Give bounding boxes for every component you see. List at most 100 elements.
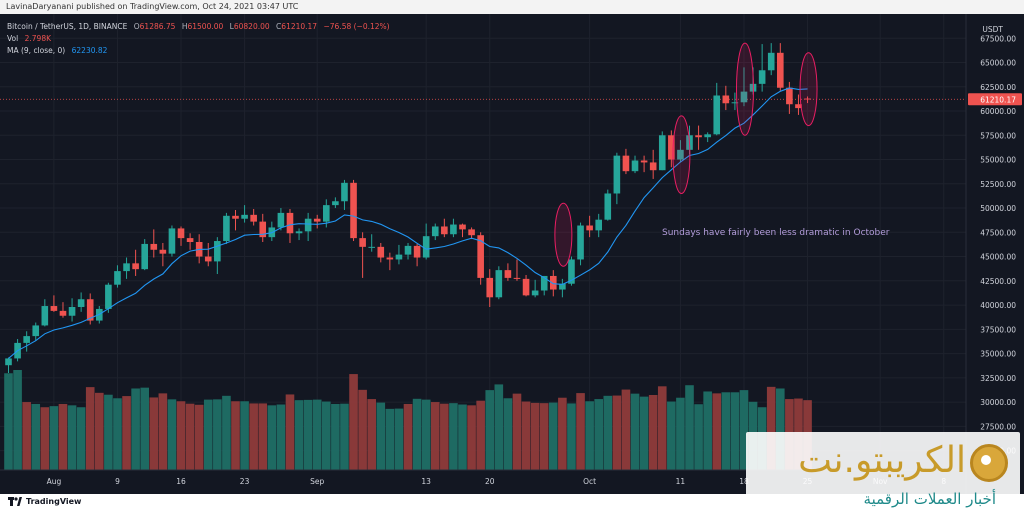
x-tick-label: 9 xyxy=(115,477,120,486)
legend-l-label: L xyxy=(229,22,234,31)
volume-bar xyxy=(376,402,386,470)
candle xyxy=(241,205,248,223)
candle xyxy=(677,140,684,163)
volume-bar xyxy=(22,402,31,470)
candle xyxy=(431,223,439,241)
volume-bar xyxy=(449,403,458,470)
candle xyxy=(713,82,721,136)
volume-bar xyxy=(721,392,731,470)
candle-body xyxy=(232,215,239,219)
chart-panel[interactable]: Sundays have fairly been less dramatic i… xyxy=(0,14,1024,494)
volume-bar xyxy=(639,396,649,470)
candle-body xyxy=(368,246,375,248)
volume-bar xyxy=(113,398,122,470)
candle xyxy=(495,266,503,300)
candle-body xyxy=(132,263,139,270)
volume-bar xyxy=(657,386,667,470)
candle-body xyxy=(204,256,212,262)
volume-bar xyxy=(203,399,213,470)
candle xyxy=(704,132,711,143)
candle xyxy=(722,85,730,111)
volume-bar xyxy=(258,403,268,470)
x-tick-label: Sep xyxy=(310,477,324,486)
volume-bar xyxy=(240,401,249,470)
price-chart[interactable]: Sundays have fairly been less dramatic i… xyxy=(0,14,1024,494)
candle-body xyxy=(767,52,775,71)
candle xyxy=(386,252,394,271)
candle xyxy=(77,292,85,312)
annotation-ellipse xyxy=(799,52,818,127)
volume-bar xyxy=(140,387,149,470)
volume-bar xyxy=(331,403,340,470)
watermark-tagline: أخبار العملات الرقمية xyxy=(863,490,996,508)
x-tick-label: 18 xyxy=(739,477,749,486)
candle-body xyxy=(23,336,30,343)
candle-body xyxy=(704,134,711,138)
candle xyxy=(577,222,584,266)
volume-bar xyxy=(766,386,776,470)
volume-bar xyxy=(294,400,304,470)
candle xyxy=(767,43,775,76)
candle xyxy=(441,218,448,238)
candle xyxy=(332,197,339,209)
volume-bar xyxy=(621,389,631,470)
candle xyxy=(522,274,530,297)
published-text: LavinaDaryanani published on TradingView… xyxy=(6,2,299,11)
last-price-label: 61210.17 xyxy=(980,95,1016,104)
volume-bar xyxy=(358,389,367,470)
candle xyxy=(731,92,739,111)
x-tick-label: Aug xyxy=(47,477,62,486)
volume-bar xyxy=(385,408,395,470)
candle xyxy=(114,265,121,288)
candle xyxy=(304,212,312,242)
candle xyxy=(740,67,748,107)
volume-bar xyxy=(249,403,258,470)
candle xyxy=(32,322,40,341)
legend-volume: Vol 2.798K xyxy=(7,34,51,43)
candle-body xyxy=(59,310,67,316)
volume-bar xyxy=(312,399,322,470)
y-tick-label: 47500.00 xyxy=(980,228,1016,237)
candle xyxy=(777,43,784,91)
legend-change: −76.58 (−0.12%) xyxy=(323,22,390,31)
candle-body xyxy=(41,306,49,326)
volume-bar xyxy=(394,408,404,470)
y-tick-label: 60000.00 xyxy=(980,107,1016,116)
tradingview-brand[interactable]: TradingView xyxy=(8,497,81,506)
annotation-ellipse xyxy=(735,42,754,136)
volume-bar xyxy=(458,404,467,470)
candle xyxy=(5,357,12,373)
candle-body xyxy=(495,270,503,298)
candle xyxy=(695,125,702,150)
candle-body xyxy=(386,257,394,260)
candle xyxy=(595,213,602,238)
volume-bar xyxy=(512,393,522,470)
candle-body xyxy=(332,201,339,206)
candle-body xyxy=(658,135,666,171)
volume-bar xyxy=(430,402,440,470)
legend-vol-value: 2.798K xyxy=(24,34,52,43)
watermark-logo: الكريبتو.نت أخبار العملات الرقمية xyxy=(746,432,1020,513)
volume-bar xyxy=(503,398,513,470)
y-tick-label: 30000.00 xyxy=(980,398,1016,407)
candle-body xyxy=(250,214,257,222)
volume-bar xyxy=(539,403,549,470)
candle-body xyxy=(259,221,267,238)
candle xyxy=(658,131,666,171)
candle-body xyxy=(295,231,303,234)
candle xyxy=(159,242,167,267)
candle-body xyxy=(350,182,357,239)
volume-bar xyxy=(703,391,712,470)
last-price-tag xyxy=(968,93,1022,106)
candle xyxy=(559,278,566,298)
candle-body xyxy=(540,275,548,291)
candle-body xyxy=(141,243,148,270)
volume-bar xyxy=(49,406,59,470)
candle-body xyxy=(186,238,194,242)
candle-body xyxy=(513,277,521,279)
legend-vol-label: Vol xyxy=(7,34,19,43)
candle xyxy=(631,155,639,174)
candle-body xyxy=(731,102,739,104)
candle-body xyxy=(622,155,630,172)
legend-c-label: C xyxy=(276,22,282,31)
